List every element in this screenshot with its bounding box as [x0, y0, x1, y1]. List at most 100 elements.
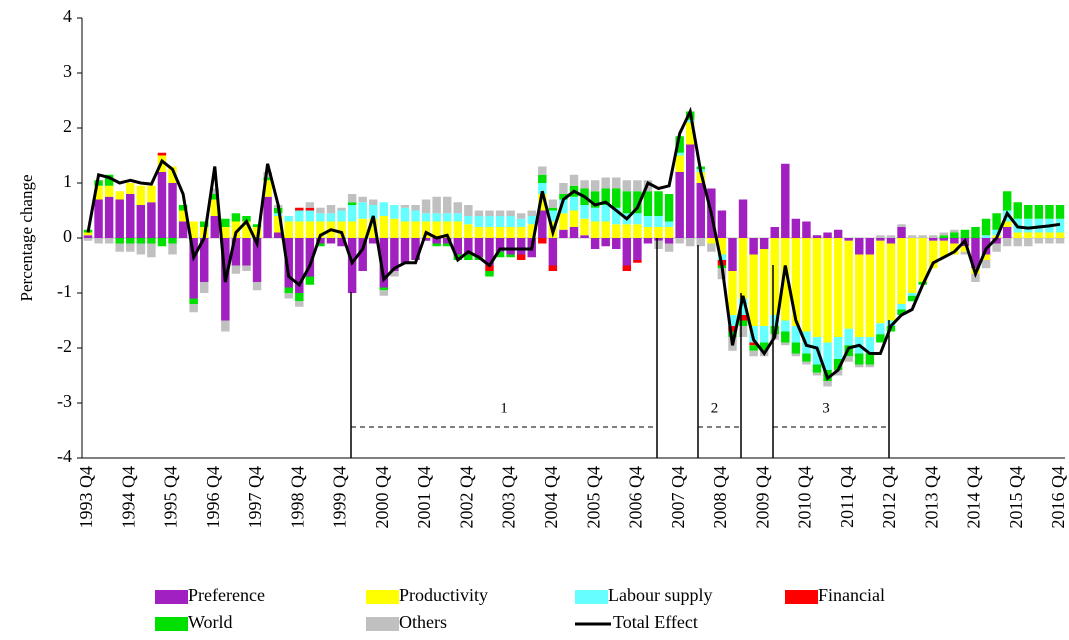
bar-segment	[717, 254, 727, 260]
y-tick-label: 3	[63, 61, 72, 81]
bar-segment	[273, 216, 283, 233]
bar-segment	[907, 235, 917, 238]
bar-segment	[907, 238, 917, 293]
bar-segment	[738, 315, 748, 321]
bar-segment	[1034, 238, 1044, 244]
bar-segment	[833, 229, 843, 238]
bar-segment	[622, 238, 632, 266]
bar-segment	[210, 194, 220, 200]
bar-segment	[622, 224, 632, 238]
bar-segment	[242, 216, 251, 222]
bar-segment	[791, 353, 801, 357]
bar-segment	[316, 207, 325, 214]
bar-segment	[791, 342, 801, 354]
bar-segment	[516, 213, 526, 219]
bar-segment	[347, 202, 357, 205]
bar-segment	[601, 188, 610, 205]
bar-segment	[252, 224, 262, 227]
bar-segment	[104, 238, 114, 244]
x-tick-label: 2013 Q4	[921, 466, 941, 529]
bar-segment	[612, 224, 621, 238]
bar-segment	[453, 221, 463, 238]
bar-segment	[506, 227, 515, 238]
bar-segment	[432, 243, 441, 247]
bar-segment	[675, 152, 684, 156]
bar-segment	[844, 240, 853, 329]
bar-segment	[432, 196, 441, 214]
bar-segment	[802, 221, 811, 238]
bar-segment	[759, 342, 769, 351]
y-tick-label: 2	[63, 116, 72, 136]
bar-segment	[675, 172, 684, 238]
bar-segment	[1024, 232, 1033, 238]
bar-segment	[633, 260, 642, 263]
bar-segment	[855, 353, 864, 365]
bar-segment	[664, 238, 674, 244]
bar-segment	[664, 243, 674, 252]
bar-segment	[749, 345, 758, 351]
bar-segment	[791, 238, 801, 326]
bar-segment	[1002, 221, 1012, 227]
bar-segment	[231, 213, 241, 222]
bar-segment	[126, 194, 135, 238]
bar-segment	[612, 207, 621, 225]
bar-segment	[474, 227, 484, 238]
bar-segment	[728, 238, 737, 271]
x-tick-label: 2016 Q4	[1048, 466, 1068, 529]
bar-segment	[442, 221, 452, 238]
bar-segment	[347, 194, 357, 203]
bar-segment	[569, 227, 579, 238]
bar-segment	[421, 213, 431, 222]
bar-segment	[833, 370, 843, 376]
bar-segment	[812, 238, 822, 337]
bar-segment	[1013, 232, 1022, 238]
bar-segment	[950, 232, 959, 238]
x-tick-label: 2015 Q4	[1006, 466, 1026, 529]
bar-segment	[347, 238, 357, 293]
bar-segment	[231, 238, 241, 266]
bar-segment	[981, 254, 991, 260]
bar-segment	[189, 221, 198, 238]
bar-segment	[823, 232, 832, 238]
bar-segment	[94, 185, 103, 200]
bar-segment	[802, 353, 811, 362]
bar-segment	[316, 243, 325, 247]
bar-segment	[685, 144, 695, 238]
bar-segment	[876, 323, 885, 335]
bar-segment	[971, 273, 980, 282]
bar-segment	[759, 238, 769, 249]
bar-segment	[147, 238, 156, 244]
bar-segment	[580, 180, 589, 189]
bar-segment	[1045, 232, 1054, 238]
x-tick-label: 2011 Q4	[837, 466, 857, 528]
bar-segment	[432, 213, 441, 222]
bar-segment	[210, 216, 220, 238]
bar-segment	[527, 216, 536, 225]
bar-segment	[242, 221, 251, 238]
bar-segment	[654, 227, 663, 238]
bar-segment	[189, 238, 198, 299]
bar-segment	[432, 238, 441, 244]
bar-segment	[886, 243, 896, 321]
bar-segment	[1055, 238, 1065, 244]
bar-segment	[559, 199, 568, 214]
bar-segment	[928, 235, 938, 238]
bar-segment	[675, 238, 684, 244]
bar-segment	[728, 271, 737, 315]
bar-segment	[950, 229, 959, 233]
bar-segment	[876, 240, 885, 324]
bar-segment	[855, 364, 864, 368]
bar-segment	[411, 221, 420, 238]
bar-segment	[654, 191, 663, 216]
bar-segment	[876, 238, 885, 241]
bar-segment	[337, 238, 346, 247]
bar-segment	[1034, 205, 1044, 219]
legend-swatch	[366, 590, 399, 604]
bar-segment	[516, 238, 526, 255]
bar-segment	[918, 238, 927, 282]
bar-segment	[527, 224, 536, 238]
bar-segment	[696, 183, 706, 238]
bar-segment	[358, 238, 367, 271]
bar-segment	[485, 271, 494, 277]
bar-segment	[781, 342, 790, 346]
